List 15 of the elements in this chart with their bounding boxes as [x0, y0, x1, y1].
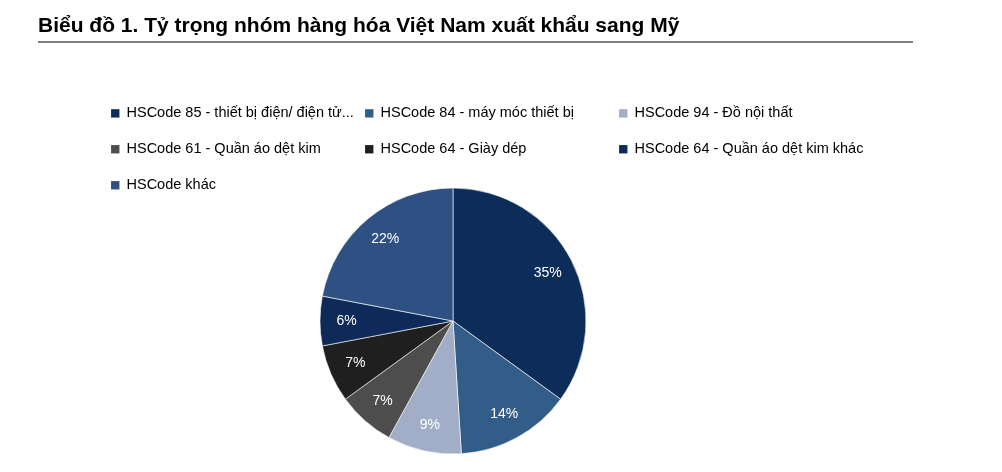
data-label: 14% — [490, 405, 519, 422]
data-label: 7% — [372, 391, 393, 408]
data-label: 9% — [419, 415, 440, 432]
legend-label: HSCode 85 - thiết bị điện/ điện tử... — [126, 104, 354, 121]
legend-label: HSCode khác — [126, 176, 216, 193]
data-label: 6% — [336, 312, 357, 328]
legend-label: HSCode 61 - Quần áo dệt kim — [126, 140, 321, 157]
data-label: 7% — [345, 354, 366, 371]
legend-label: HSCode 84 - máy móc thiết bị — [380, 104, 574, 121]
legend-label: HSCode 94 - Đồ nội thất — [634, 104, 793, 121]
data-label: 35% — [533, 263, 562, 280]
legend-label: HSCode 64 - Quần áo dệt kim khác — [634, 140, 864, 157]
chart-title: Biểu đồ 1. Tỷ trọng nhóm hàng hóa Việt Nam xuất khẩu sang Mỹ — [38, 12, 680, 36]
data-label: 22% — [371, 230, 400, 247]
legend-label: HSCode 64 - Giày dép — [380, 140, 527, 157]
